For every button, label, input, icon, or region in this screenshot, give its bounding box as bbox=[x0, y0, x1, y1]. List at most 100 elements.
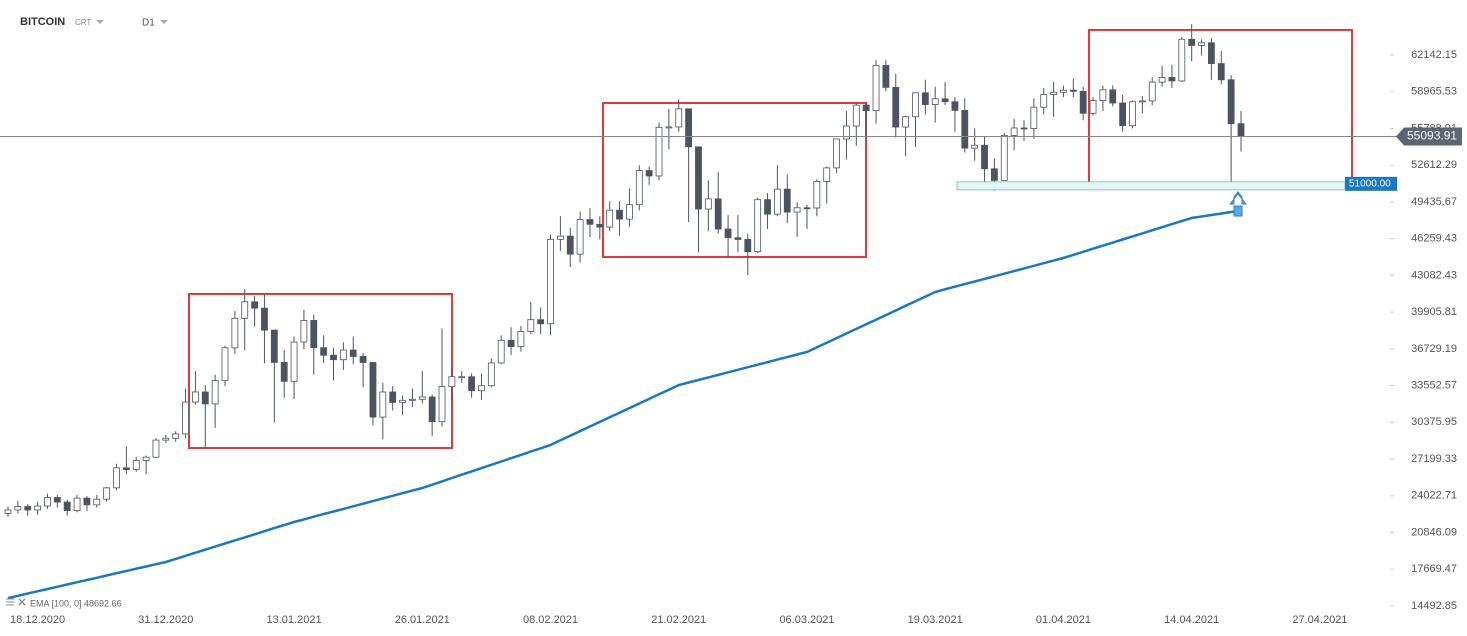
indicator-legend: EMA [100, 0] 48692.66 bbox=[6, 598, 122, 608]
candle-body bbox=[349, 349, 357, 357]
candle-body bbox=[270, 329, 278, 363]
x-tick-label: 19.03.2021 bbox=[908, 614, 963, 626]
candle-body bbox=[596, 223, 604, 228]
candle-body bbox=[1050, 91, 1057, 95]
candle-body bbox=[487, 362, 495, 387]
candle-body bbox=[468, 376, 476, 392]
candle-body bbox=[24, 506, 32, 511]
candle-body bbox=[53, 497, 61, 503]
candle-body bbox=[862, 104, 870, 112]
candle-body bbox=[330, 354, 337, 361]
candle-body bbox=[162, 437, 170, 441]
close-icon[interactable] bbox=[18, 598, 26, 606]
candle-body bbox=[616, 209, 623, 220]
candle-body bbox=[339, 349, 347, 361]
ema-label: EMA [100, 0] 48692.66 bbox=[30, 598, 122, 608]
candle-body bbox=[1168, 77, 1176, 82]
menu-icon[interactable] bbox=[6, 598, 14, 606]
x-tick-label: 08.02.2021 bbox=[523, 614, 578, 626]
candle-body bbox=[310, 320, 318, 349]
y-tick-label: 62142.15 bbox=[1411, 49, 1457, 61]
candle-body bbox=[369, 362, 377, 418]
y-tick-label: 30375.95 bbox=[1411, 416, 1457, 428]
candle-body bbox=[1119, 102, 1127, 127]
candle-body bbox=[1208, 42, 1215, 64]
candle-body bbox=[783, 188, 791, 213]
candle-body bbox=[1138, 100, 1146, 103]
candle-body bbox=[507, 339, 515, 347]
candle-body bbox=[665, 126, 673, 129]
y-tick-label: 39905.81 bbox=[1411, 306, 1457, 318]
candle-body bbox=[192, 391, 199, 403]
candle-body bbox=[1040, 94, 1048, 108]
candle-body bbox=[1178, 38, 1186, 82]
level-label: 51000.00 bbox=[1349, 178, 1391, 189]
candle-body bbox=[399, 399, 406, 403]
instrument[interactable]: BITCOIN bbox=[20, 16, 65, 28]
x-tick-label: 06.03.2021 bbox=[779, 614, 834, 626]
candle-body bbox=[912, 92, 919, 118]
candle-body bbox=[93, 498, 101, 506]
x-tick-label: 01.04.2021 bbox=[1036, 614, 1091, 626]
candle-body bbox=[882, 65, 890, 88]
candle-body bbox=[14, 506, 22, 511]
candle-body bbox=[773, 188, 781, 215]
candle-body bbox=[793, 207, 801, 213]
y-tick-label: 20846.09 bbox=[1411, 526, 1457, 538]
candle-body bbox=[724, 228, 732, 239]
candle-body bbox=[734, 237, 742, 240]
candle-body bbox=[872, 65, 880, 112]
candle-body bbox=[704, 198, 712, 210]
y-tick-label: 27199.33 bbox=[1411, 453, 1457, 465]
candle-body bbox=[991, 168, 998, 181]
candle-body bbox=[438, 386, 446, 423]
timeframe[interactable]: D1 bbox=[142, 18, 155, 29]
candle-body bbox=[73, 497, 81, 512]
candle-body bbox=[280, 361, 288, 382]
candle-body bbox=[1148, 81, 1156, 102]
candle-body bbox=[231, 317, 239, 349]
candle-body bbox=[83, 497, 91, 506]
candle-body bbox=[122, 467, 130, 471]
candle-body bbox=[981, 144, 988, 170]
dropdown-caret[interactable] bbox=[160, 20, 168, 24]
candle-body bbox=[1069, 89, 1077, 92]
candle-body bbox=[261, 307, 268, 331]
candle-body bbox=[1198, 42, 1205, 46]
x-tick-label: 31.12.2020 bbox=[138, 614, 193, 626]
candle-body bbox=[221, 347, 229, 381]
candle-body bbox=[1109, 89, 1117, 104]
candle-body bbox=[744, 239, 752, 253]
last-price-label-bg bbox=[1396, 127, 1462, 146]
ema-line bbox=[7, 209, 1242, 600]
candle-body bbox=[1099, 89, 1107, 101]
candle-body bbox=[201, 391, 209, 405]
candle-body bbox=[418, 396, 426, 400]
chart-type[interactable]: CRT bbox=[75, 18, 91, 27]
candle-body bbox=[300, 320, 308, 343]
candle-body bbox=[44, 497, 51, 507]
candle-body bbox=[1089, 100, 1097, 114]
candle-body bbox=[833, 138, 840, 169]
candle-body bbox=[803, 207, 811, 210]
candle-body bbox=[675, 108, 683, 128]
dropdown-caret[interactable] bbox=[96, 20, 104, 24]
candle-body bbox=[1217, 63, 1225, 81]
candle-body bbox=[478, 385, 485, 392]
candle-body bbox=[152, 439, 160, 458]
candle-body bbox=[695, 146, 702, 210]
candle-body bbox=[547, 238, 554, 325]
candle-body bbox=[1079, 90, 1087, 114]
candle-body bbox=[586, 219, 594, 225]
candle-body bbox=[241, 301, 249, 319]
candle-body bbox=[951, 101, 959, 111]
candle-body bbox=[931, 98, 939, 105]
candle-body bbox=[113, 467, 120, 489]
x-tick-label: 14.04.2021 bbox=[1164, 614, 1219, 626]
candle-body bbox=[1000, 134, 1008, 181]
candle-body bbox=[290, 341, 298, 382]
candle-body bbox=[1158, 77, 1166, 83]
candle-body bbox=[1227, 79, 1235, 125]
